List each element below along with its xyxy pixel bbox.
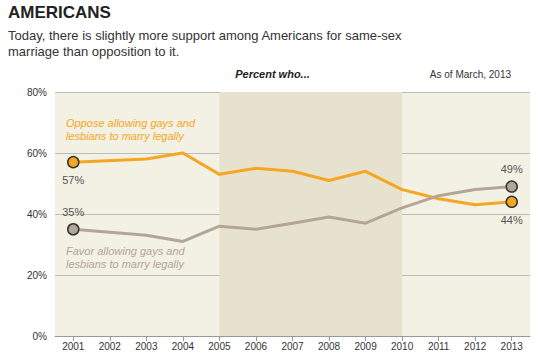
svg-text:2003: 2003 bbox=[135, 341, 158, 352]
svg-text:2008: 2008 bbox=[318, 341, 341, 352]
svg-text:Oppose allowing gays and: Oppose allowing gays and bbox=[66, 117, 198, 129]
svg-text:2013: 2013 bbox=[501, 341, 524, 352]
svg-text:2012: 2012 bbox=[464, 341, 487, 352]
svg-text:2011: 2011 bbox=[428, 341, 450, 352]
svg-text:35%: 35% bbox=[62, 206, 84, 218]
svg-text:0%: 0% bbox=[33, 331, 48, 342]
svg-text:As of March, 2013: As of March, 2013 bbox=[430, 69, 512, 80]
svg-text:2007: 2007 bbox=[281, 341, 304, 352]
svg-text:44%: 44% bbox=[501, 214, 523, 226]
svg-text:49%: 49% bbox=[501, 163, 523, 175]
svg-text:lesbians to marry legally: lesbians to marry legally bbox=[66, 130, 185, 142]
svg-text:lesbians to marry legally: lesbians to marry legally bbox=[66, 258, 185, 270]
svg-text:Today, there is slightly more: Today, there is slightly more support am… bbox=[8, 28, 405, 43]
svg-text:2010: 2010 bbox=[391, 341, 414, 352]
svg-text:2006: 2006 bbox=[245, 341, 268, 352]
svg-text:57%: 57% bbox=[62, 174, 84, 186]
svg-text:80%: 80% bbox=[27, 87, 47, 98]
svg-text:Favor allowing gays and: Favor allowing gays and bbox=[66, 245, 188, 257]
svg-text:40%: 40% bbox=[27, 209, 47, 220]
svg-text:2001: 2001 bbox=[62, 341, 85, 352]
svg-text:2005: 2005 bbox=[208, 341, 231, 352]
svg-text:marriage than opposition to it: marriage than opposition to it. bbox=[8, 44, 179, 59]
svg-text:60%: 60% bbox=[27, 148, 47, 159]
svg-text:AMERICANS: AMERICANS bbox=[8, 3, 111, 22]
svg-text:20%: 20% bbox=[27, 270, 47, 281]
svg-text:2004: 2004 bbox=[172, 341, 195, 352]
svg-text:2009: 2009 bbox=[354, 341, 377, 352]
svg-text:Percent who...: Percent who... bbox=[235, 68, 310, 80]
svg-text:2002: 2002 bbox=[99, 341, 122, 352]
